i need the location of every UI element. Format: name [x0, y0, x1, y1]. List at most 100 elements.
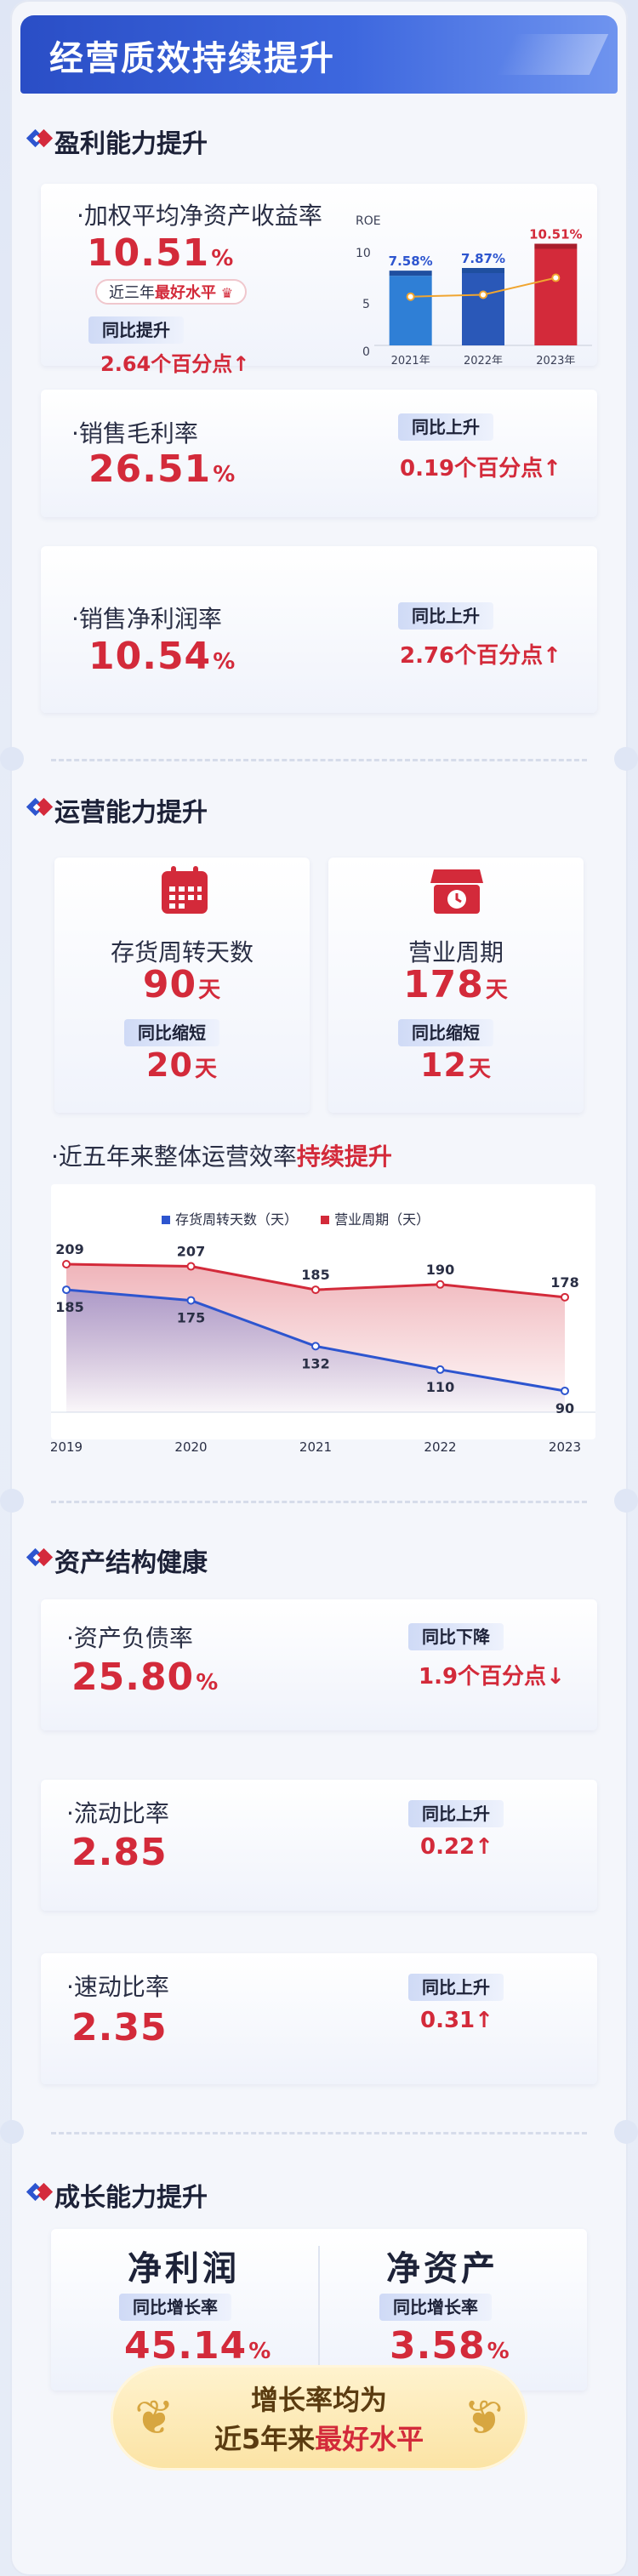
- debt-yoy-value: 1.9个百分点↓: [419, 1664, 565, 1690]
- section-heading-assets: 资产结构健康: [54, 1548, 208, 1578]
- net-assets-sub-pill: 同比增长率: [379, 2294, 492, 2321]
- operation-trend-chart: 185 175 132 110 90 209 207 185 190 178 2019 2020 202…: [51, 1184, 595, 1455]
- current-ratio-card: ·流动比率 2.85 同比上升 0.22↑: [41, 1780, 597, 1911]
- legend: 存货周转天数（天） 营业周期（天）: [162, 1208, 430, 1228]
- roe-card: ·加权平均净资产收益率 10.51% 近三年最好水平 ♛ 同比提升 2.64个百…: [41, 184, 597, 376]
- quick-ratio-card: ·速动比率 2.35 同比上升 0.31↑: [41, 1953, 597, 2084]
- inventory-yoy-value: 20天: [146, 1046, 218, 1084]
- divider-notch: [614, 2120, 638, 2144]
- operating-cycle-card: 营业周期 178天 同比缩短 12天: [328, 858, 584, 1113]
- roe-axis-label: ROE: [356, 214, 381, 228]
- net-profit-growth-value: 45.14%: [124, 2324, 272, 2368]
- data-label: 185: [55, 1299, 83, 1315]
- series-point: [561, 1386, 569, 1395]
- series-point: [311, 1342, 320, 1351]
- roe-bar: [462, 273, 504, 345]
- store-icon: [430, 869, 483, 914]
- section-heading-operation: 运营能力提升: [54, 798, 208, 828]
- net-margin-label: ·销售净利润率: [71, 605, 222, 633]
- series-point: [186, 1296, 196, 1305]
- gross-yoy-value: 0.19个百分点↑: [400, 456, 561, 482]
- data-label: 207: [177, 1244, 205, 1260]
- section-heading-profit: 盈利能力提升: [54, 129, 208, 159]
- legend-label-inventory: 存货周转天数（天）: [175, 1211, 299, 1228]
- inventory-days-label: 存货周转天数: [110, 938, 253, 966]
- roe-value-label: 7.58%: [389, 254, 433, 269]
- series-point: [62, 1260, 71, 1269]
- x-tick-label: 2022: [424, 1439, 456, 1455]
- data-label: 209: [55, 1241, 83, 1257]
- legend-swatch-inventory: [162, 1216, 170, 1224]
- section-divider: [51, 2132, 587, 2134]
- data-label: 110: [426, 1379, 454, 1395]
- series-point: [311, 1285, 320, 1295]
- roe-value: 10.51%: [87, 231, 235, 275]
- roe-yoy-pill: 同比提升: [88, 316, 184, 344]
- current-yoy-value: 0.22↑: [420, 1834, 493, 1860]
- data-label: 90: [555, 1400, 574, 1416]
- banner-line-1: 增长率均为: [250, 2384, 387, 2416]
- series-point: [186, 1262, 196, 1271]
- inventory-yoy-pill: 同比缩短: [124, 1019, 219, 1046]
- roe-bar-cap: [389, 271, 432, 276]
- y-tick: 0: [362, 345, 370, 359]
- data-label: 185: [301, 1267, 329, 1283]
- cycle-yoy-value: 12天: [420, 1046, 492, 1084]
- quick-yoy-pill: 同比上升: [408, 1974, 504, 2001]
- series-area: [66, 1290, 565, 1412]
- net-yoy-pill: 同比上升: [398, 602, 493, 630]
- series-point: [436, 1279, 445, 1289]
- quick-yoy-value: 0.31↑: [420, 2008, 493, 2033]
- growth-card: 净利润 同比增长率 45.14% 净资产 同比增长率 3.58%: [51, 2229, 587, 2391]
- debt-yoy-pill: 同比下降: [408, 1623, 504, 1650]
- section-divider: [51, 1501, 587, 1503]
- roe-value-label: 10.51%: [529, 226, 582, 242]
- x-tick-label: 2023: [549, 1439, 581, 1455]
- roe-yoy-value: 2.64个百分点↑: [100, 352, 250, 376]
- section-heading-growth: 成长能力提升: [54, 2183, 208, 2213]
- diamond-icon: [26, 1547, 54, 1567]
- debt-ratio-card: ·资产负债率 25.80% 同比下降 1.9个百分点↓: [41, 1599, 597, 1730]
- legend-label-cycle: 营业周期（天）: [334, 1211, 430, 1228]
- trend-chart: 185 175 132 110 90 209 207 185 190 178 2019 2020 202…: [51, 1184, 595, 1456]
- gross-yoy-pill: 同比上升: [398, 413, 493, 441]
- debt-ratio-label: ·资产负债率: [66, 1624, 193, 1652]
- cycle-yoy-pill: 同比缩短: [398, 1019, 493, 1046]
- current-yoy-pill: 同比上升: [408, 1800, 504, 1827]
- divider-notch: [614, 747, 638, 771]
- trend-caption: ·近五年来整体运营效率持续提升: [51, 1143, 392, 1171]
- series-point: [561, 1292, 569, 1302]
- net-assets-label: 净资产: [386, 2249, 498, 2288]
- title-banner: 经营质效持续提升: [20, 15, 618, 94]
- x-tick-label: 2023年: [536, 355, 575, 364]
- net-profit-sub-pill: 同比增长率: [119, 2294, 231, 2321]
- best-level-badge: 近三年最好水平 ♛: [95, 279, 248, 305]
- roe-trend-point: [479, 290, 487, 299]
- roe-bar-cap: [462, 268, 504, 274]
- roe-bar: [389, 276, 432, 345]
- data-label: 178: [550, 1274, 578, 1291]
- laurel-left-icon: ❦: [134, 2391, 174, 2446]
- divider-notch: [0, 747, 24, 771]
- roe-bar: [534, 248, 578, 345]
- net-profit-label: 净利润: [128, 2249, 240, 2288]
- x-tick-label: 2019: [51, 1439, 83, 1455]
- operating-cycle-label: 营业周期: [407, 938, 504, 966]
- legend-swatch-cycle: [321, 1216, 330, 1224]
- divider-notch: [0, 2120, 24, 2144]
- inventory-days-card: 存货周转天数 90天 同比缩短 20天: [54, 858, 310, 1113]
- series-point: [436, 1365, 445, 1374]
- x-tick-label: 2022年: [464, 355, 503, 364]
- roe-trend-point: [551, 273, 561, 282]
- diamond-icon: [26, 128, 54, 148]
- net-assets-growth-value: 3.58%: [390, 2324, 510, 2368]
- divider-notch: [614, 1489, 638, 1513]
- quick-ratio-label: ·速动比率: [66, 1973, 169, 2001]
- net-yoy-value: 2.76个百分点↑: [400, 643, 561, 669]
- net-margin-card: ·销售净利润率 10.54% 同比上升 2.76个百分点↑: [41, 546, 597, 713]
- x-tick-label: 2021年: [391, 355, 430, 364]
- quick-ratio-value: 2.35: [71, 2006, 168, 2049]
- data-label: 132: [301, 1355, 329, 1371]
- debt-ratio-value: 25.80%: [71, 1656, 219, 1699]
- roe-trend-point: [406, 292, 415, 301]
